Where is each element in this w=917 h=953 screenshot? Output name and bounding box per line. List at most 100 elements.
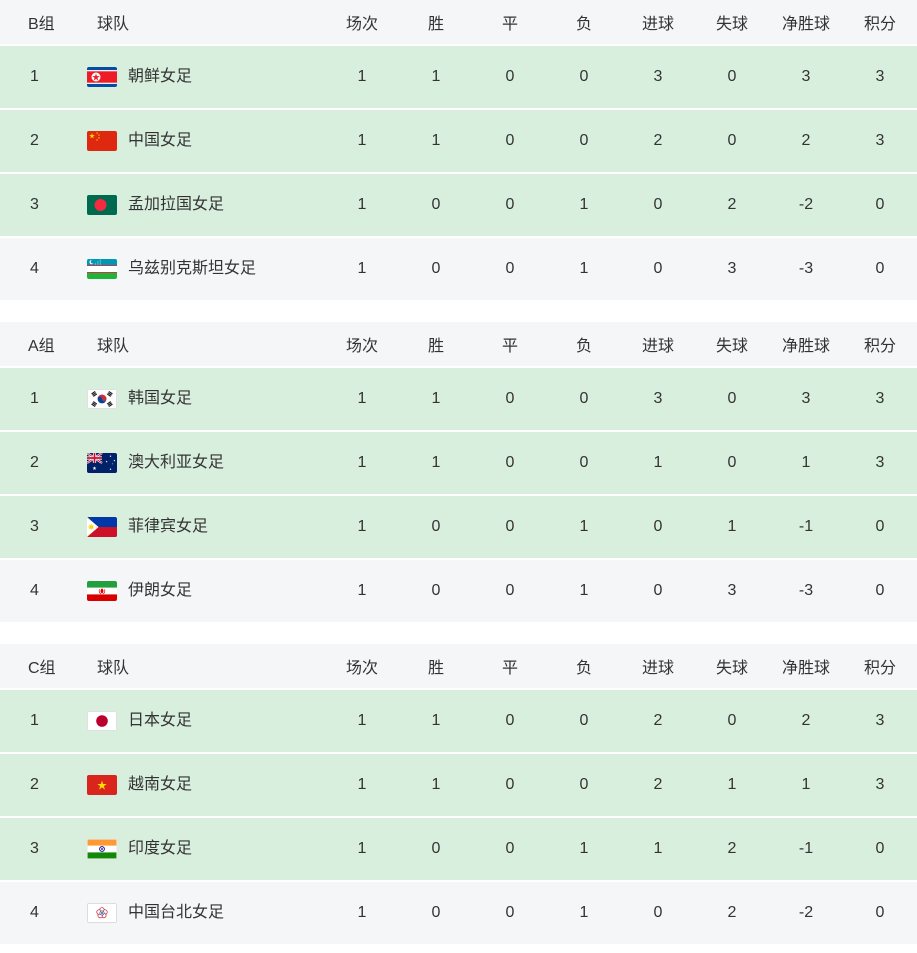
stat-column-header: 负 bbox=[575, 660, 592, 677]
rank-cell: 4 bbox=[30, 904, 39, 921]
stat-column-header: 胜 bbox=[427, 660, 444, 677]
stat-cell: 0 bbox=[579, 776, 589, 793]
stat-cell: 2 bbox=[727, 196, 737, 213]
team-name: 乌兹别克斯坦女足 bbox=[128, 260, 257, 277]
stat-column-header: 进球 bbox=[641, 16, 674, 33]
philippines-flag-icon bbox=[87, 517, 117, 537]
stat-cell: 1 bbox=[727, 518, 737, 535]
stat-cell: 2 bbox=[653, 776, 663, 793]
team-cell: 澳大利亚女足 bbox=[66, 453, 325, 473]
team-name: 越南女足 bbox=[128, 776, 193, 793]
team-row: 1 韩国女足 1 1 0 0 3 0 3 3 bbox=[0, 366, 917, 430]
stat-cell: 0 bbox=[653, 260, 663, 277]
stat-column-header: 场次 bbox=[345, 660, 378, 677]
stat-cell: 0 bbox=[727, 454, 737, 471]
rank-cell: 3 bbox=[30, 518, 39, 535]
group-label: B组 bbox=[28, 16, 55, 33]
team-name: 澳大利亚女足 bbox=[128, 454, 225, 471]
stat-cell: 0 bbox=[505, 840, 515, 857]
stat-cell: 1 bbox=[431, 68, 441, 85]
stat-cell: 3 bbox=[653, 390, 663, 407]
stat-cell: 2 bbox=[801, 132, 811, 149]
team-cell: 日本女足 bbox=[66, 711, 325, 731]
stat-column-header: 平 bbox=[501, 338, 518, 355]
stat-cell: 1 bbox=[357, 776, 367, 793]
iran-flag-icon bbox=[87, 581, 117, 601]
stat-column-header: 失球 bbox=[715, 660, 748, 677]
stat-column-header: 失球 bbox=[715, 16, 748, 33]
rank-cell: 4 bbox=[30, 582, 39, 599]
stat-cell: -2 bbox=[798, 904, 814, 921]
chinese-taipei-flag-icon bbox=[87, 903, 117, 923]
stat-cell: -3 bbox=[798, 582, 814, 599]
stat-cell: 1 bbox=[579, 840, 589, 857]
stat-cell: 0 bbox=[653, 582, 663, 599]
table-header-row: A组 球队 场次 胜 平 负 进球 失球 净胜球 积分 bbox=[0, 322, 917, 366]
stat-cell: 0 bbox=[579, 712, 589, 729]
stat-cell: 0 bbox=[505, 260, 515, 277]
team-name: 伊朗女足 bbox=[128, 582, 193, 599]
stat-cell: 0 bbox=[505, 68, 515, 85]
team-cell: 朝鲜女足 bbox=[66, 67, 325, 87]
stat-cell: 1 bbox=[801, 454, 811, 471]
team-column-header: 球队 bbox=[97, 660, 130, 677]
stat-cell: 3 bbox=[875, 454, 885, 471]
team-cell: 菲律宾女足 bbox=[66, 517, 325, 537]
rank-cell: 4 bbox=[30, 260, 39, 277]
stat-column-header: 净胜球 bbox=[781, 660, 830, 677]
stat-column-header: 胜 bbox=[427, 338, 444, 355]
stat-cell: 1 bbox=[727, 776, 737, 793]
stat-cell: 3 bbox=[801, 390, 811, 407]
china-flag-icon bbox=[87, 131, 117, 151]
stat-cell: 3 bbox=[875, 68, 885, 85]
stat-cell: 1 bbox=[357, 840, 367, 857]
stat-cell: 0 bbox=[505, 776, 515, 793]
team-row: 4 伊朗女足 1 0 0 1 0 3 -3 0 bbox=[0, 558, 917, 622]
team-row: 3 印度女足 1 0 0 1 1 2 -1 0 bbox=[0, 816, 917, 880]
stat-cell: 0 bbox=[875, 582, 885, 599]
team-name: 日本女足 bbox=[128, 712, 193, 729]
stat-cell: 1 bbox=[431, 132, 441, 149]
stat-column-header: 进球 bbox=[641, 338, 674, 355]
stat-cell: 0 bbox=[505, 712, 515, 729]
stat-column-header: 净胜球 bbox=[781, 338, 830, 355]
team-name: 朝鲜女足 bbox=[128, 68, 193, 85]
stat-cell: 0 bbox=[727, 390, 737, 407]
stat-column-header: 积分 bbox=[863, 660, 896, 677]
stat-cell: 0 bbox=[653, 518, 663, 535]
team-cell: 乌兹别克斯坦女足 bbox=[66, 259, 325, 279]
stat-cell: 3 bbox=[875, 390, 885, 407]
group-label: A组 bbox=[28, 338, 55, 355]
team-name: 孟加拉国女足 bbox=[128, 196, 225, 213]
stat-cell: 0 bbox=[431, 196, 441, 213]
rank-cell: 3 bbox=[30, 196, 39, 213]
team-cell: 中国台北女足 bbox=[66, 903, 325, 923]
stat-cell: 3 bbox=[727, 260, 737, 277]
stat-column-header: 场次 bbox=[345, 338, 378, 355]
stat-cell: 0 bbox=[875, 840, 885, 857]
stat-column-header: 净胜球 bbox=[781, 16, 830, 33]
stat-cell: 1 bbox=[357, 260, 367, 277]
team-row: 1 朝鲜女足 1 1 0 0 3 0 3 3 bbox=[0, 44, 917, 108]
team-cell: 伊朗女足 bbox=[66, 581, 325, 601]
rank-cell: 2 bbox=[30, 776, 39, 793]
stat-cell: 1 bbox=[357, 518, 367, 535]
stat-cell: 1 bbox=[653, 840, 663, 857]
stat-cell: 0 bbox=[875, 260, 885, 277]
uzbekistan-flag-icon bbox=[87, 259, 117, 279]
stat-cell: -2 bbox=[798, 196, 814, 213]
stat-cell: 0 bbox=[875, 518, 885, 535]
team-column-header: 球队 bbox=[97, 16, 130, 33]
rank-cell: 1 bbox=[30, 390, 39, 407]
bangladesh-flag-icon bbox=[87, 195, 117, 215]
stat-cell: 1 bbox=[653, 454, 663, 471]
team-row: 3 孟加拉国女足 1 0 0 1 0 2 -2 0 bbox=[0, 172, 917, 236]
stat-cell: 0 bbox=[875, 196, 885, 213]
stat-column-header: 平 bbox=[501, 16, 518, 33]
group-standings-table: B组 球队 场次 胜 平 负 进球 失球 净胜球 积分 1 朝鲜女足 1 1 0 0 3 0 3 3 2 中国女足 1 1 0 0… bbox=[0, 0, 917, 300]
team-name: 菲律宾女足 bbox=[128, 518, 209, 535]
stat-cell: 0 bbox=[875, 904, 885, 921]
team-cell: 中国女足 bbox=[66, 131, 325, 151]
stat-cell: 0 bbox=[727, 132, 737, 149]
